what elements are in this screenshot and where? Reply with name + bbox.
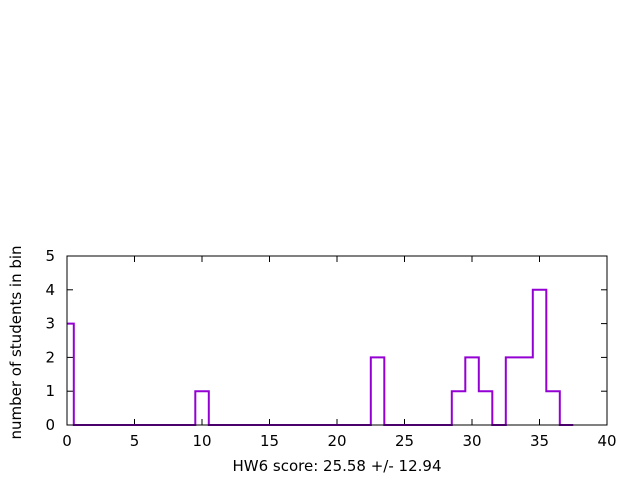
x-tick-label: 5: [130, 432, 140, 450]
y-axis-ticks: 0 1 2 3 4 5: [45, 247, 607, 434]
x-tick-label: 15: [260, 432, 279, 450]
x-tick-label: 40: [597, 432, 616, 450]
histogram-step-line: [67, 288, 574, 426]
x-tick-label: 30: [462, 432, 481, 450]
y-tick-label: 2: [45, 348, 55, 366]
x-tick-label: 10: [192, 432, 211, 450]
x-tick-label: 35: [530, 432, 549, 450]
y-tick-label: 3: [45, 315, 55, 333]
x-tick-label: 0: [62, 432, 72, 450]
x-tick-label: 20: [327, 432, 346, 450]
x-tick-label: 25: [395, 432, 414, 450]
y-tick-label: 1: [45, 382, 55, 400]
y-tick-label: 0: [45, 416, 55, 434]
y-tick-label: 4: [45, 281, 55, 299]
x-axis-label: HW6 score: 25.58 +/- 12.94: [232, 457, 441, 475]
y-axis-label: number of students in bin: [7, 245, 25, 439]
y-tick-label: 5: [45, 247, 55, 265]
plot-frame: [66, 255, 608, 426]
